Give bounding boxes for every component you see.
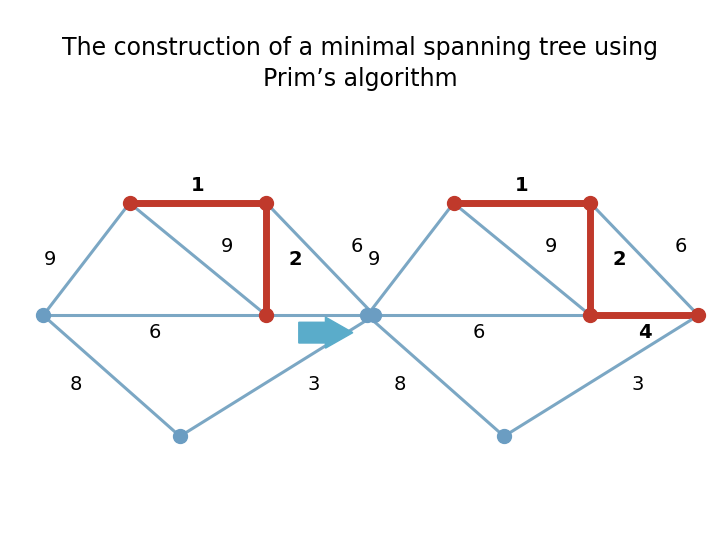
Text: 8: 8 xyxy=(69,375,82,394)
Text: 6: 6 xyxy=(674,237,687,256)
Text: 9: 9 xyxy=(220,237,233,256)
Text: 9: 9 xyxy=(544,237,557,256)
Text: 1: 1 xyxy=(516,176,528,195)
Text: 4: 4 xyxy=(638,323,651,342)
Text: 6: 6 xyxy=(350,237,363,256)
Text: 9: 9 xyxy=(44,249,57,269)
Text: The construction of a minimal spanning tree using
Prim’s algorithm: The construction of a minimal spanning t… xyxy=(62,36,658,91)
FancyArrow shape xyxy=(299,317,353,348)
Text: 2: 2 xyxy=(613,249,626,269)
Text: 9: 9 xyxy=(368,249,381,269)
Text: 2: 2 xyxy=(289,249,302,269)
Text: 8: 8 xyxy=(393,375,406,394)
Text: 6: 6 xyxy=(148,323,161,342)
Text: 3: 3 xyxy=(307,375,320,394)
Text: 4: 4 xyxy=(314,323,327,342)
Text: 1: 1 xyxy=(192,176,204,195)
Text: 6: 6 xyxy=(472,323,485,342)
Text: 3: 3 xyxy=(631,375,644,394)
